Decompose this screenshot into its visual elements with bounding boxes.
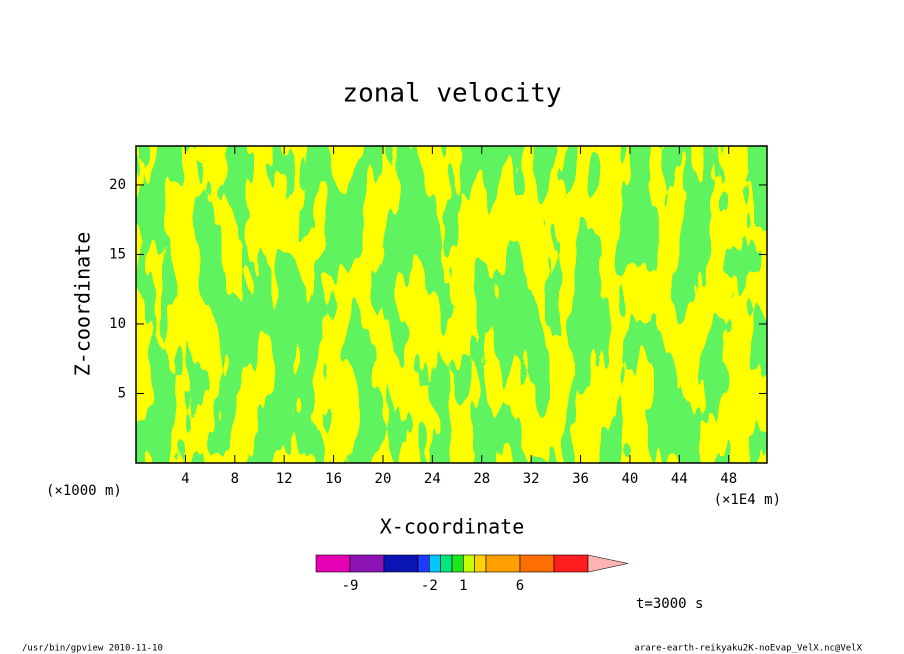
colorbar-box (417, 554, 430, 573)
y-tick-label: 10 (109, 316, 126, 332)
annotation: t=3000 s (636, 596, 703, 612)
y-tick-label: 20 (109, 177, 126, 193)
colorbar-box (440, 554, 453, 573)
y-tick-label: 5 (118, 385, 126, 401)
colorbar-box (553, 554, 589, 573)
colorbar-tick-label: 6 (516, 578, 524, 594)
x-tick-label: 8 (231, 471, 239, 487)
x-tick-label: 24 (424, 471, 441, 487)
colorbar-box (429, 554, 441, 573)
plot-frame (135, 145, 768, 464)
y-tick-label: 15 (109, 246, 126, 262)
x-tick-label: 48 (720, 471, 737, 487)
colorbar-box (463, 554, 475, 573)
colorbar-tick-label: -9 (342, 578, 359, 594)
colorbar-tick-label: 1 (459, 578, 467, 594)
colorbar-box (315, 554, 351, 573)
x-unit-label: (×1E4 m) (714, 492, 781, 508)
colorbar-box (349, 554, 385, 573)
y-unit-label: (×1000 m) (46, 483, 122, 499)
x-axis-label: X-coordinate (380, 515, 525, 539)
footer-right: arare-earth-reikyaku2K-noEvap_VelX.nc@Ve… (634, 644, 862, 654)
colorbar-box (383, 554, 419, 573)
x-tick-label: 36 (572, 471, 589, 487)
colorbar-overflow (587, 554, 629, 573)
x-tick-label: 20 (375, 471, 392, 487)
x-tick-label: 16 (325, 471, 342, 487)
footer-left: /usr/bin/gpview 2010-11-10 (22, 644, 163, 654)
x-tick-label: 32 (523, 471, 540, 487)
colorbar-box (485, 554, 521, 573)
chart-title: zonal velocity (342, 79, 561, 109)
colorbar-box (451, 554, 464, 573)
x-tick-label: 40 (622, 471, 639, 487)
x-tick-label: 12 (276, 471, 293, 487)
y-axis-label: Z-coordinate (71, 232, 95, 377)
colorbar-box (474, 554, 487, 573)
x-tick-label: 44 (671, 471, 688, 487)
colorbar-box (519, 554, 555, 573)
x-tick-label: 4 (181, 471, 189, 487)
colorbar-tick-label: -2 (421, 578, 438, 594)
x-tick-label: 28 (473, 471, 490, 487)
contour-field (136, 146, 767, 463)
